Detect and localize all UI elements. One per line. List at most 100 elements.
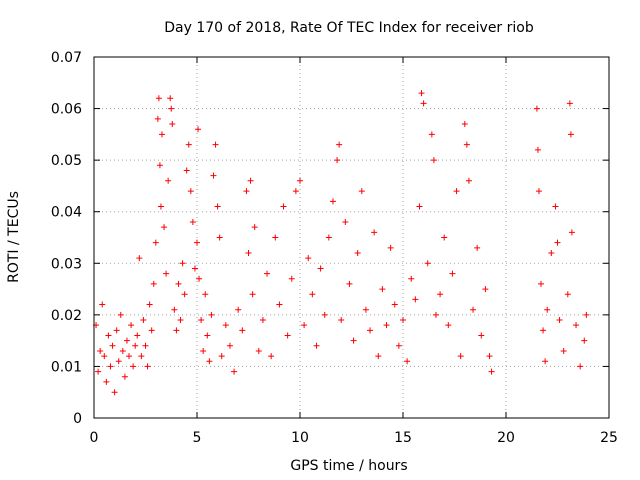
data-point xyxy=(202,291,209,298)
data-point xyxy=(461,121,468,128)
data-point xyxy=(168,105,175,112)
data-point xyxy=(243,188,250,195)
data-point xyxy=(103,378,110,385)
data-point xyxy=(424,260,431,267)
data-point xyxy=(338,317,345,324)
data-point xyxy=(581,337,588,344)
data-point xyxy=(432,311,439,318)
data-point xyxy=(105,332,112,339)
y-tick-label: 0.01 xyxy=(51,359,82,375)
data-point xyxy=(313,342,320,349)
data-point xyxy=(465,177,472,184)
data-point xyxy=(109,342,116,349)
data-point xyxy=(111,389,118,396)
data-point xyxy=(196,275,203,282)
data-point xyxy=(99,301,106,308)
data-point xyxy=(280,203,287,210)
data-point xyxy=(121,373,128,380)
data-point xyxy=(463,141,470,148)
data-point xyxy=(441,234,448,241)
data-point xyxy=(212,141,219,148)
data-point xyxy=(470,306,477,313)
data-point xyxy=(222,322,229,329)
x-tick-label: 25 xyxy=(600,430,618,446)
data-point xyxy=(239,327,246,334)
data-point xyxy=(169,121,176,128)
data-point xyxy=(400,317,406,324)
data-point xyxy=(155,95,162,102)
data-point xyxy=(412,296,419,303)
y-tick-label: 0.06 xyxy=(51,102,82,118)
data-point xyxy=(245,249,252,256)
data-point xyxy=(321,311,328,318)
data-point xyxy=(305,255,312,262)
data-point xyxy=(177,317,184,324)
data-point xyxy=(449,270,456,277)
data-point xyxy=(383,322,390,329)
data-point xyxy=(362,306,369,313)
data-point xyxy=(329,198,336,205)
data-point xyxy=(146,301,153,308)
data-point xyxy=(189,219,196,226)
data-point xyxy=(284,332,291,339)
x-tick-label: 20 xyxy=(497,430,515,446)
data-point xyxy=(583,311,590,318)
data-point xyxy=(231,368,238,375)
data-point xyxy=(226,342,233,349)
data-point xyxy=(216,234,223,241)
data-point xyxy=(167,95,174,102)
data-point xyxy=(395,342,402,349)
data-point xyxy=(194,239,200,246)
data-point xyxy=(482,286,489,293)
y-tick-label: 0.03 xyxy=(51,256,82,272)
data-point xyxy=(301,322,308,329)
data-point xyxy=(292,188,299,195)
data-point xyxy=(334,157,341,164)
data-point xyxy=(538,280,545,287)
data-point xyxy=(136,255,143,262)
data-point xyxy=(128,322,135,329)
data-point xyxy=(342,219,349,226)
data-point xyxy=(150,280,157,287)
data-point xyxy=(171,306,178,313)
data-point xyxy=(488,368,495,375)
data-point xyxy=(404,358,411,365)
data-point xyxy=(175,280,182,287)
data-point xyxy=(198,317,205,324)
data-point xyxy=(191,265,198,272)
data-point xyxy=(564,291,571,298)
chart-title: Day 170 of 2018, Rate Of TEC Index for r… xyxy=(164,20,534,36)
data-point xyxy=(200,347,207,354)
data-point xyxy=(568,229,575,236)
plot-frame xyxy=(93,56,610,419)
data-point xyxy=(540,327,547,334)
data-point xyxy=(453,188,460,195)
data-point xyxy=(210,172,217,179)
data-point xyxy=(101,353,108,360)
data-point xyxy=(309,291,316,298)
data-point xyxy=(138,353,145,360)
data-point xyxy=(255,347,262,354)
data-point xyxy=(119,347,126,354)
data-point xyxy=(134,332,141,339)
data-point xyxy=(556,317,563,324)
y-tick-label: 0.05 xyxy=(51,153,82,169)
y-tick-label: 0.07 xyxy=(51,50,82,66)
data-point xyxy=(142,342,149,349)
data-point xyxy=(288,275,295,282)
data-point xyxy=(158,131,165,138)
data-point xyxy=(152,239,159,246)
data-point xyxy=(183,167,190,174)
data-point xyxy=(107,363,114,370)
data-point xyxy=(123,337,130,344)
x-axis-label: GPS time / hours xyxy=(290,458,407,474)
data-point xyxy=(235,306,242,313)
data-point xyxy=(445,322,452,329)
data-point xyxy=(420,100,427,107)
y-tick-label: 0.04 xyxy=(51,205,82,221)
data-point xyxy=(544,306,551,313)
data-point xyxy=(430,157,437,164)
x-tick-label: 5 xyxy=(193,430,202,446)
data-point xyxy=(208,311,215,318)
data-point xyxy=(325,234,332,241)
